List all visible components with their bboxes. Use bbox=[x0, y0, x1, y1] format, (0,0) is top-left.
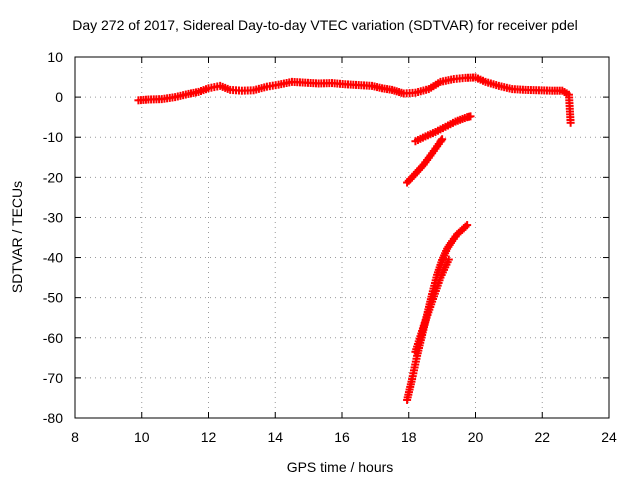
grid-layer bbox=[75, 57, 609, 418]
y-tick-label: -60 bbox=[43, 330, 63, 346]
y-tick-label: -80 bbox=[43, 410, 63, 426]
y-tick-label: -20 bbox=[43, 169, 63, 185]
x-tick-label: 16 bbox=[334, 429, 350, 445]
y-tick-label: -50 bbox=[43, 290, 63, 306]
points-layer bbox=[134, 73, 575, 404]
chart-title: Day 272 of 2017, Sidereal Day-to-day VTE… bbox=[72, 17, 578, 33]
x-tick-label: 22 bbox=[534, 429, 550, 445]
x-tick-label: 18 bbox=[401, 429, 417, 445]
x-tick-label: 10 bbox=[134, 429, 150, 445]
axis-layer bbox=[74, 56, 610, 419]
y-tick-label: -10 bbox=[43, 129, 63, 145]
y-tick-label: 10 bbox=[47, 49, 63, 65]
data-point bbox=[566, 118, 575, 127]
data-point bbox=[463, 221, 472, 230]
data-point bbox=[444, 255, 453, 264]
y-tick-label: -40 bbox=[43, 250, 63, 266]
x-axis-label: GPS time / hours bbox=[287, 459, 394, 475]
x-tick-label: 12 bbox=[201, 429, 217, 445]
data-point bbox=[466, 112, 475, 121]
y-tick-label: -70 bbox=[43, 370, 63, 386]
x-tick-label: 24 bbox=[601, 429, 617, 445]
y-axis-label: SDTVAR / TECUs bbox=[9, 181, 25, 293]
data-point bbox=[438, 135, 447, 144]
x-tick-label: 14 bbox=[267, 429, 283, 445]
tick-labels: 8 10 12 14 16 18 20 22 24 10 0 -10 -20 -30 -40 -50 -60 -7… bbox=[43, 49, 617, 445]
x-tick-label: 8 bbox=[71, 429, 79, 445]
x-tick-label: 20 bbox=[468, 429, 484, 445]
y-tick-label: 0 bbox=[55, 89, 63, 105]
y-tick-label: -30 bbox=[43, 209, 63, 225]
